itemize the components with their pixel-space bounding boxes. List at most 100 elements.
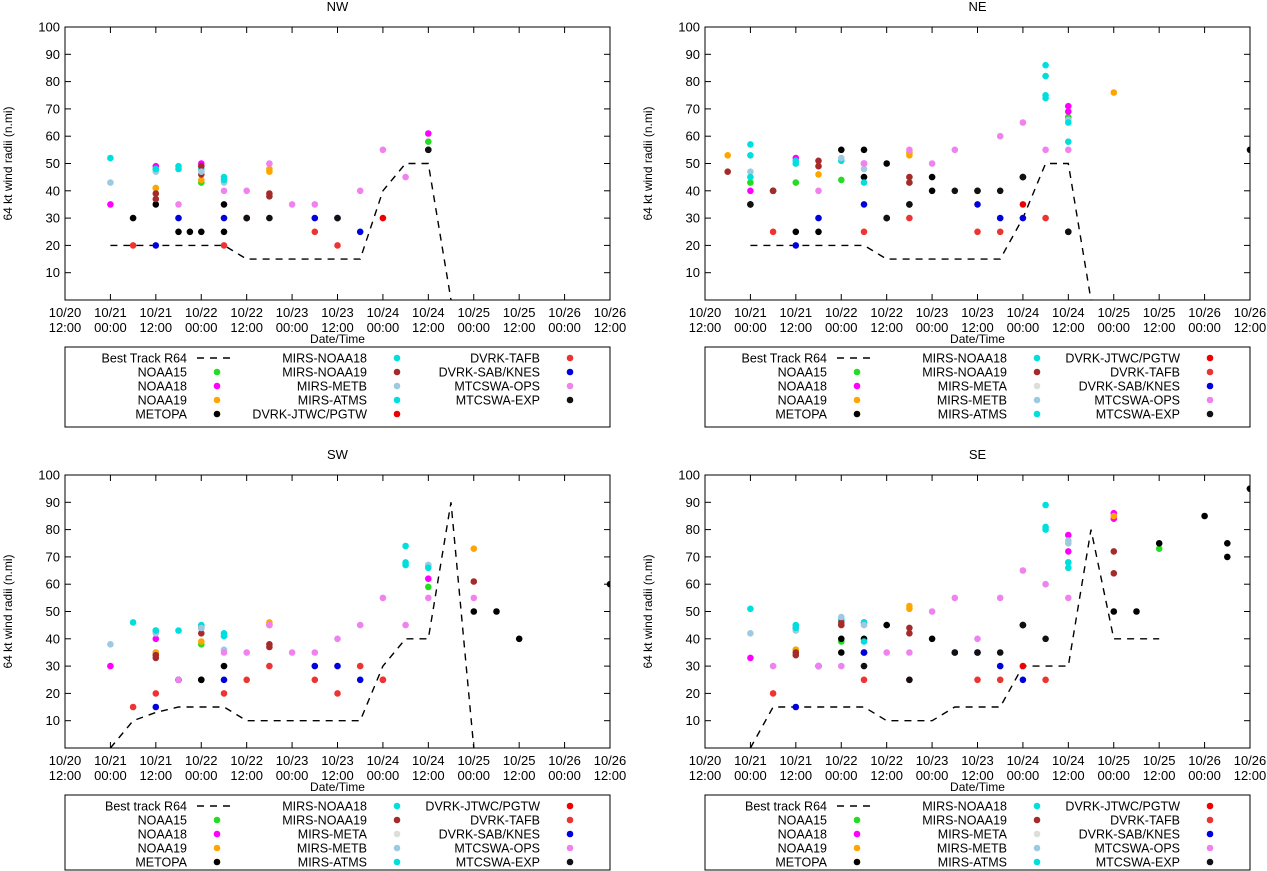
point-metopa — [220, 201, 228, 208]
point-mirs-noaa19 — [470, 578, 478, 585]
y-tick-label: 30 — [686, 211, 700, 226]
point-metopa — [883, 160, 890, 167]
point-mtcswa-ops — [906, 146, 913, 154]
legend-label: DVRK-JTWC/PGTW — [425, 800, 540, 814]
point-dvrk-sab-knes — [220, 676, 228, 684]
point-metopa — [129, 214, 137, 222]
x-tick-label: 10/22 12:00 — [870, 753, 903, 783]
legend-label: DVRK-JTWC/PGTW — [252, 408, 367, 422]
legend-swatch-dvrk-tafb — [566, 816, 574, 824]
x-axis-label: Date/Time — [310, 780, 365, 794]
legend-swatch-mirs-noaa19 — [393, 368, 401, 376]
x-tick-label: 10/21 12:00 — [780, 305, 813, 335]
point-metopa — [1224, 540, 1231, 547]
legend-swatch-noaa18 — [853, 382, 861, 390]
point-mirs-noaa19 — [792, 651, 800, 659]
point-mirs-metb — [107, 641, 114, 648]
point-mirs-noaa18 — [402, 561, 409, 569]
point-mirs-noaa19 — [266, 643, 273, 651]
legend-swatch-noaa18 — [213, 382, 221, 390]
point-mtcswa-ops — [379, 146, 387, 154]
y-tick-label: 60 — [46, 129, 60, 144]
point-mtcswa-ops — [815, 187, 822, 195]
x-tick-label: 10/24 12:00 — [412, 753, 445, 783]
legend-swatch-dvrk-jtwc-pgtw — [1206, 802, 1214, 810]
chart-panel-nw: NW 10 20 30 40 50 60 70 80 90 100 10/20 12:00 10/21 00… — [1, 0, 626, 346]
point-mtcswa-ops — [883, 649, 890, 656]
x-tick-label: 10/26 00:00 — [1188, 753, 1221, 783]
x-tick-label: 10/25 00:00 — [457, 753, 490, 783]
point-noaa19 — [198, 176, 205, 184]
x-tick-label: 10/24 00:00 — [1007, 305, 1040, 335]
point-mtcswa-exp — [951, 649, 959, 656]
y-tick-label: 50 — [686, 604, 700, 619]
point-mirs-metb — [860, 621, 868, 629]
legend-label: NOAA18 — [138, 380, 187, 394]
y-tick-label: 10 — [46, 713, 60, 728]
point-dvrk-tafb — [1042, 676, 1049, 684]
legend-label: MIRS-NOAA19 — [922, 366, 1007, 380]
point-mtcswa-exp — [996, 187, 1004, 195]
x-tick-label: 10/22 12:00 — [230, 305, 263, 335]
legend-swatch-mtcswa-ops — [1206, 844, 1214, 852]
point-dvrk-sab-knes — [311, 662, 319, 670]
x-tick-label: 10/23 00:00 — [276, 305, 309, 335]
point-mirs-atms — [220, 176, 228, 184]
y-tick-label: 70 — [46, 101, 60, 116]
point-dvrk-jtwc-pgtw — [1019, 662, 1027, 670]
point-mirs-metb — [747, 168, 754, 175]
x-tick-label: 10/23 12:00 — [961, 305, 994, 335]
point-mtcswa-ops — [1019, 119, 1027, 126]
point-mtcswa-exp — [1019, 621, 1027, 629]
y-tick-label: 40 — [686, 631, 700, 646]
legend-label: NOAA15 — [778, 366, 827, 380]
point-dvrk-sab-knes — [792, 703, 800, 711]
point-metopa — [883, 621, 890, 629]
legend-label: NOAA15 — [778, 814, 827, 828]
point-metopa — [792, 228, 800, 236]
point-noaa19 — [266, 168, 273, 175]
x-tick-label: 10/21 12:00 — [140, 753, 173, 783]
legend-swatch-mtcswa-ops — [566, 844, 574, 852]
plot-frame — [704, 26, 1251, 301]
point-dvrk-sab-knes — [792, 242, 800, 249]
plot-frame — [64, 26, 611, 301]
point-noaa15 — [792, 179, 800, 186]
point-mtcswa-exp — [906, 676, 913, 684]
legend-label: DVRK-TAFB — [470, 352, 540, 366]
x-tick-label: 10/24 00:00 — [1007, 753, 1040, 783]
point-mirs-noaa19 — [724, 168, 731, 175]
point-metopa — [1201, 512, 1208, 520]
legend-swatch-dvrk-tafb — [1206, 816, 1214, 824]
legend-swatch-mirs-noaa18 — [393, 354, 401, 362]
x-tick-label: 10/23 00:00 — [276, 753, 309, 783]
point-mirs-noaa19 — [198, 630, 205, 637]
point-mirs-noaa19 — [152, 190, 160, 197]
legend-label: MIRS-ATMS — [938, 856, 1007, 870]
point-mtcswa-ops — [1042, 146, 1049, 154]
legend-swatch-noaa19 — [853, 844, 861, 852]
point-mirs-noaa19 — [769, 187, 777, 195]
legend-label: MTCSWA-OPS — [1094, 842, 1180, 856]
legend-label: MIRS-NOAA18 — [922, 800, 1007, 814]
y-tick-label: 70 — [46, 549, 60, 564]
point-dvrk-tafb — [311, 228, 319, 236]
legend-label: MIRS-METB — [297, 842, 367, 856]
point-dvrk-tafb — [996, 676, 1004, 684]
point-mtcswa-exp — [951, 187, 959, 195]
y-tick-label: 90 — [46, 47, 60, 62]
y-tick-label: 80 — [46, 74, 60, 89]
point-noaa18 — [1065, 102, 1072, 110]
point-noaa19 — [1110, 89, 1118, 96]
point-mtcswa-ops — [311, 649, 319, 656]
x-tick-label: 10/23 12:00 — [321, 305, 354, 335]
legend-swatch-noaa18 — [213, 830, 221, 838]
point-mirs-noaa18 — [1065, 138, 1072, 145]
point-dvrk-tafb — [266, 662, 273, 670]
y-tick-label: 70 — [686, 101, 700, 116]
point-metopa — [928, 173, 936, 181]
point-mirs-atms — [747, 173, 754, 181]
point-mirs-atms — [1065, 559, 1072, 566]
legend-swatch-mirs-noaa19 — [1033, 368, 1041, 376]
